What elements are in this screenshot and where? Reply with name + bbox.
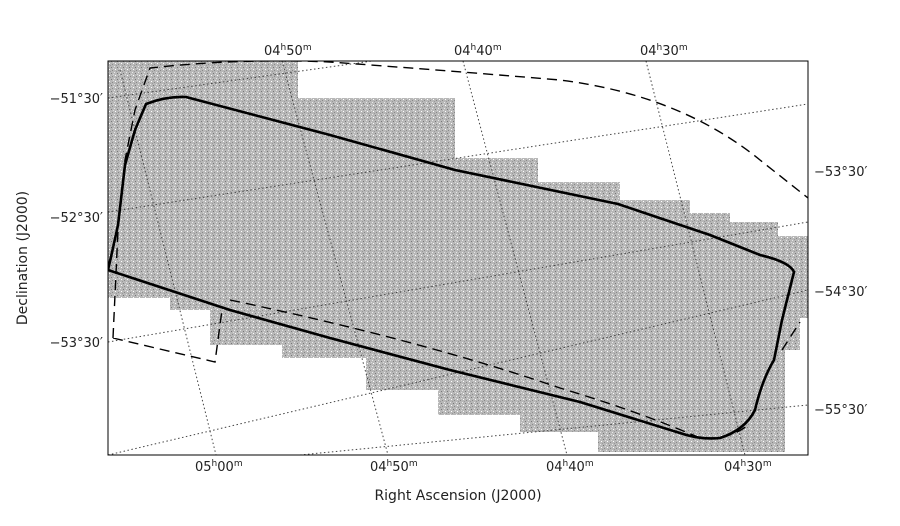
- x-axis-title: Right Ascension (J2000): [374, 488, 541, 504]
- survey-mosaic-coverage: [108, 61, 808, 452]
- dec-tick-left-5230: −52°30′: [50, 211, 103, 226]
- ra-tick-bottom-0430: 04h30m: [724, 459, 772, 475]
- plot-area: [108, 61, 808, 455]
- dec-grid-line-5530: [299, 404, 808, 455]
- y-axis-title: Declination (J2000): [15, 191, 31, 325]
- dec-tick-left-5130: −51°30′: [50, 92, 103, 107]
- ra-tick-top-0440: 04h40m: [454, 43, 502, 59]
- ra-tick-bottom-0500: 05h00m: [195, 459, 243, 475]
- dec-tick-left-5330: −53°30′: [50, 336, 103, 351]
- ra-tick-top-0450: 04h50m: [264, 43, 312, 59]
- ra-tick-top-0430: 04h30m: [640, 43, 688, 59]
- dec-tick-right-5330: −53°30′: [814, 165, 867, 180]
- plot-frame: [107, 60, 809, 456]
- dec-tick-right-5430: −54°30′: [814, 285, 867, 300]
- ra-tick-bottom-0450: 04h50m: [370, 459, 418, 475]
- survey-boundary-outline: [108, 95, 796, 440]
- ra-tick-bottom-0440: 04h40m: [546, 459, 594, 475]
- dec-tick-right-5530: −55°30′: [814, 403, 867, 418]
- comparison-field-outline: [112, 61, 808, 439]
